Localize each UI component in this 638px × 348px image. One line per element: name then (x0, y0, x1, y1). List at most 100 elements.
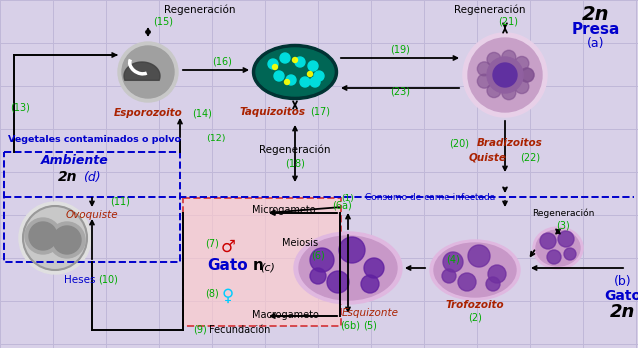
Text: (4): (4) (446, 255, 460, 265)
Ellipse shape (256, 48, 334, 96)
Text: Fecundación: Fecundación (209, 325, 271, 335)
Circle shape (487, 84, 501, 97)
Ellipse shape (434, 243, 516, 297)
Circle shape (286, 75, 296, 85)
Ellipse shape (533, 227, 583, 269)
Circle shape (442, 269, 456, 283)
Text: (14): (14) (192, 108, 212, 118)
Polygon shape (124, 62, 160, 80)
Text: (2): (2) (468, 313, 482, 323)
Circle shape (327, 271, 349, 293)
Text: (7): (7) (205, 238, 219, 248)
Text: (9): (9) (193, 325, 207, 335)
Ellipse shape (430, 240, 520, 300)
Text: (16): (16) (212, 57, 232, 67)
Circle shape (487, 57, 523, 93)
Circle shape (520, 68, 534, 82)
Circle shape (118, 42, 178, 102)
Circle shape (520, 68, 534, 82)
Text: (8): (8) (205, 288, 219, 298)
Text: (3): (3) (556, 220, 570, 230)
Circle shape (310, 248, 334, 272)
Circle shape (272, 64, 278, 70)
Circle shape (364, 258, 384, 278)
Text: (d): (d) (83, 171, 101, 183)
Circle shape (540, 233, 556, 249)
Text: Regeneración: Regeneración (164, 5, 236, 15)
Text: Esporozoito: Esporozoito (114, 108, 182, 118)
Circle shape (274, 71, 284, 81)
Circle shape (25, 218, 61, 254)
Circle shape (339, 237, 365, 263)
Text: Gato: Gato (604, 289, 638, 303)
Text: (19): (19) (390, 45, 410, 55)
Text: ♀: ♀ (222, 287, 234, 305)
Text: (12): (12) (206, 134, 226, 143)
Text: (13): (13) (10, 103, 30, 113)
Text: (21): (21) (498, 16, 518, 26)
Text: (10): (10) (98, 275, 118, 285)
Text: Heses: Heses (64, 275, 96, 285)
Circle shape (564, 248, 576, 260)
Text: (22): (22) (520, 152, 540, 162)
Text: (23): (23) (390, 87, 410, 97)
Text: Ambiente: Ambiente (41, 155, 109, 167)
Circle shape (468, 38, 542, 112)
Text: (b): (b) (614, 276, 632, 288)
Circle shape (458, 273, 476, 291)
Circle shape (19, 202, 91, 274)
Text: (6): (6) (311, 251, 325, 261)
Text: Regeneración: Regeneración (532, 208, 594, 218)
Circle shape (493, 63, 517, 87)
Circle shape (308, 71, 313, 77)
Text: (6b): (6b) (340, 321, 360, 331)
Text: (11): (11) (110, 197, 130, 207)
Ellipse shape (253, 45, 338, 100)
Text: 2n: 2n (58, 170, 78, 184)
Circle shape (547, 250, 561, 264)
Bar (4, 152, 180, 262)
Text: 2n: 2n (582, 5, 610, 24)
Circle shape (558, 231, 574, 247)
Circle shape (361, 275, 379, 293)
Circle shape (295, 57, 305, 67)
Circle shape (53, 226, 81, 254)
Circle shape (300, 77, 310, 87)
Circle shape (292, 57, 297, 63)
Circle shape (285, 79, 290, 85)
Ellipse shape (299, 236, 397, 300)
Text: Macrogameto: Macrogameto (252, 310, 319, 320)
Circle shape (122, 46, 174, 98)
Circle shape (515, 56, 529, 70)
Circle shape (443, 252, 463, 272)
Circle shape (29, 222, 57, 250)
Text: (5): (5) (363, 321, 377, 331)
Circle shape (314, 71, 324, 81)
Circle shape (310, 77, 320, 87)
Text: Consumo de carne infectada: Consumo de carne infectada (365, 193, 495, 203)
Text: Quiste: Quiste (469, 152, 507, 162)
Circle shape (515, 80, 529, 94)
Circle shape (468, 245, 490, 267)
Text: (1): (1) (341, 193, 354, 203)
Circle shape (502, 50, 516, 64)
Text: (6a): (6a) (332, 200, 352, 210)
Text: n: n (253, 258, 263, 272)
Circle shape (23, 206, 87, 270)
Circle shape (268, 59, 278, 69)
Ellipse shape (294, 232, 402, 304)
Text: Regeneración: Regeneración (454, 5, 526, 15)
Text: Ovoquiste: Ovoquiste (66, 210, 118, 220)
Text: Meiosis: Meiosis (282, 238, 318, 248)
Text: Presa: Presa (572, 23, 620, 38)
Circle shape (49, 222, 85, 258)
Text: (a): (a) (587, 38, 605, 50)
Ellipse shape (536, 230, 580, 266)
Circle shape (477, 62, 491, 76)
Circle shape (280, 53, 290, 63)
Text: (17): (17) (310, 107, 330, 117)
Text: (15): (15) (153, 16, 173, 26)
Circle shape (310, 268, 326, 284)
Text: Taquizoitos: Taquizoitos (239, 107, 305, 117)
Text: Vegetales contaminados o polvo: Vegetales contaminados o polvo (8, 134, 181, 143)
